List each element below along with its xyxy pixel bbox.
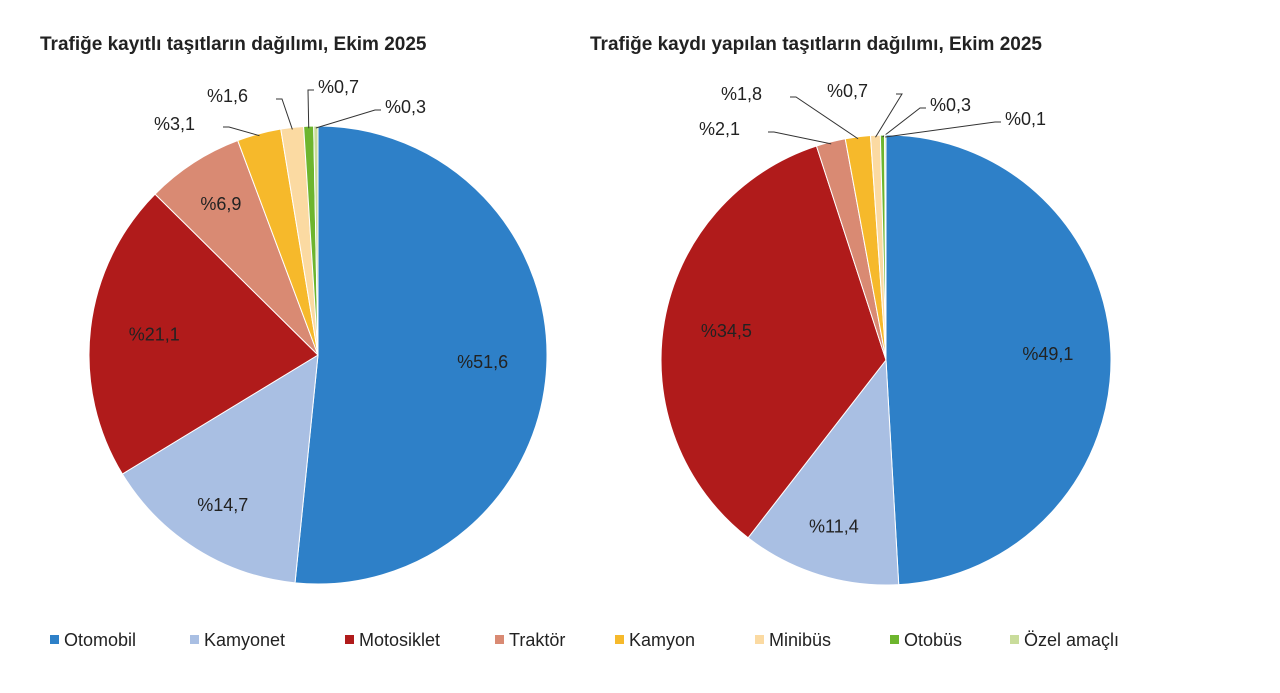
legend-swatch	[755, 635, 764, 644]
leader-line	[223, 126, 260, 137]
data-label: %0,3	[930, 95, 971, 115]
legend-label: Kamyonet	[204, 630, 285, 650]
pie-slice	[747, 358, 900, 586]
data-label: %0,7	[827, 81, 868, 101]
legend-label: Minibüs	[769, 630, 831, 650]
legend-swatch	[615, 635, 624, 644]
data-label: %3,1	[154, 114, 195, 134]
pie-slice	[885, 134, 1112, 586]
leader-line	[882, 107, 926, 138]
legend-swatch	[190, 635, 199, 644]
data-label: %11,4	[809, 516, 859, 536]
data-label: %2,1	[699, 119, 740, 139]
legend-label: Özel amaçlı	[1024, 630, 1119, 650]
legend-label: Kamyon	[629, 630, 695, 650]
legend-swatch	[1010, 635, 1019, 644]
leader-line	[790, 96, 859, 140]
data-label: %0,1	[1005, 109, 1046, 129]
legend-label: Otobüs	[904, 630, 962, 650]
pie-slice	[313, 125, 319, 356]
leader-line	[875, 93, 903, 138]
data-label: %6,9	[200, 194, 241, 214]
chart-title: Trafiğe kaydı yapılan taşıtların dağılım…	[590, 34, 1042, 55]
leader-line	[315, 109, 381, 129]
pie-slice	[884, 134, 887, 361]
pie-slice	[294, 125, 548, 585]
leader-line	[276, 98, 293, 130]
data-label: %0,3	[385, 97, 426, 117]
leader-line	[307, 89, 314, 129]
data-label: %21,1	[129, 325, 180, 345]
data-label: %14,7	[197, 495, 248, 515]
legend-label: Traktör	[509, 630, 565, 650]
legend-swatch	[345, 635, 354, 644]
legend-label: Motosiklet	[359, 630, 440, 650]
legend-swatch	[495, 635, 504, 644]
leader-line	[885, 121, 1001, 138]
data-label: %34,5	[701, 321, 752, 341]
legend-swatch	[890, 635, 899, 644]
chart-title: Trafiğe kayıtlı taşıtların dağılımı, Eki…	[40, 34, 427, 55]
pie-slice	[121, 354, 319, 584]
leader-line	[768, 131, 832, 145]
data-label: %1,8	[721, 84, 762, 104]
legend-swatch	[50, 635, 59, 644]
legend-label: Otomobil	[64, 630, 136, 650]
data-label: %0,7	[318, 77, 359, 97]
data-label: %51,6	[457, 352, 508, 372]
data-label: %1,6	[207, 86, 248, 106]
pie-slice	[660, 145, 887, 539]
pie-slice	[88, 193, 319, 475]
data-label: %49,1	[1022, 344, 1073, 364]
